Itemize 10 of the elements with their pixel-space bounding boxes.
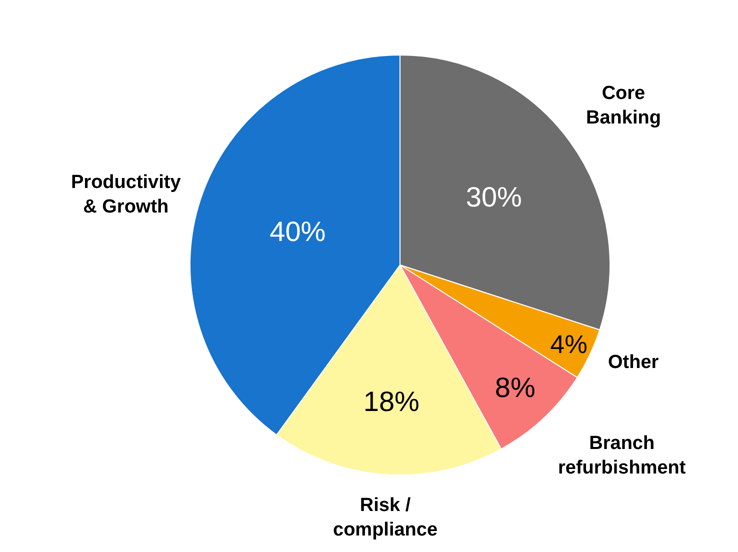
slice-label: Risk / compliance: [333, 495, 438, 541]
slice-label: Other: [608, 352, 660, 373]
data-label: 8%: [494, 372, 536, 404]
data-label: 4%: [550, 331, 588, 360]
data-label: 30%: [466, 181, 522, 212]
slice-label: Branch refurbishment: [558, 433, 686, 479]
slice-label: Core Banking: [586, 83, 661, 129]
data-label: 18%: [363, 386, 420, 417]
data-label: 40%: [270, 216, 326, 248]
slice-label: Productivity & Growth: [71, 172, 182, 218]
